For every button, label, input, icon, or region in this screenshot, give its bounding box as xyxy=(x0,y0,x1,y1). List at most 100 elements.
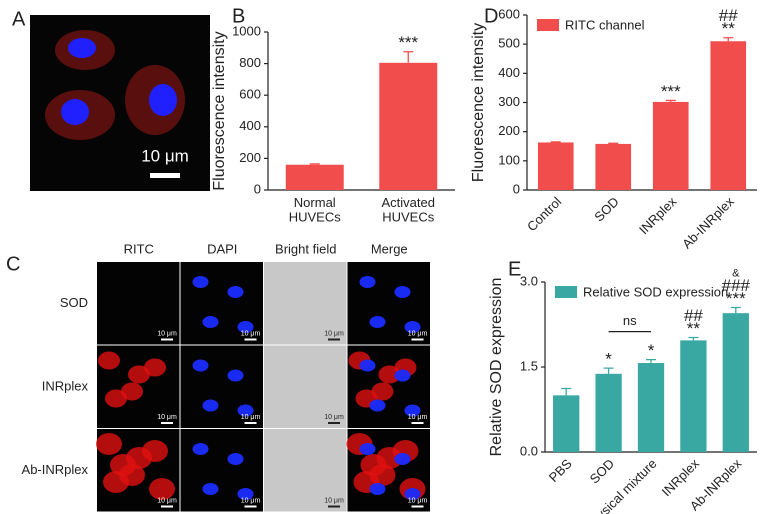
micrograph xyxy=(264,429,347,512)
cell xyxy=(227,453,244,465)
cell xyxy=(359,443,376,455)
column-header: Merge xyxy=(371,241,408,256)
error-bar xyxy=(603,367,614,374)
panel-label: A xyxy=(12,8,26,30)
scale-bar xyxy=(244,338,257,341)
y-tick-label: 400 xyxy=(239,118,261,133)
scale-bar-label: 10 μm xyxy=(408,497,428,504)
error-bar xyxy=(550,141,561,143)
legend-label: RITC channel xyxy=(565,17,645,32)
scale-bar-label: 10 μm xyxy=(157,330,177,337)
scale-bar xyxy=(411,422,424,424)
bar xyxy=(652,101,689,190)
bar xyxy=(710,41,747,190)
y-tick-label: 0 xyxy=(254,181,261,196)
bar xyxy=(680,340,707,452)
cell xyxy=(128,365,150,384)
error-bar xyxy=(403,51,414,63)
x-tick-label: SOD xyxy=(591,194,622,225)
cell xyxy=(237,488,254,500)
y-tick-label: 400 xyxy=(498,65,520,80)
cell xyxy=(149,84,177,116)
scale-bar xyxy=(411,505,424,508)
y-tick-label: 200 xyxy=(498,123,520,138)
cell xyxy=(110,454,136,476)
y-tick-label: 1000 xyxy=(232,23,261,38)
column-header: RITC xyxy=(124,241,154,256)
scale-bar-label: 10 μm xyxy=(324,497,344,504)
panel-label: D xyxy=(484,5,498,27)
panel-label: B xyxy=(232,5,245,27)
scale-bar xyxy=(244,505,257,508)
significance: ## xyxy=(719,6,738,25)
cell xyxy=(192,443,209,455)
significance: *** xyxy=(661,82,681,101)
x-tick-label: Physical mixture xyxy=(582,456,660,514)
scale-bar-label: 10 μm xyxy=(324,330,344,337)
y-tick-label: 100 xyxy=(498,152,520,167)
error-bar xyxy=(309,163,320,165)
y-axis-label: Relative SOD expression xyxy=(488,278,505,457)
cell xyxy=(68,38,96,58)
cell xyxy=(61,99,89,125)
bar xyxy=(553,395,580,452)
significance: * xyxy=(605,350,612,369)
scale-bar xyxy=(328,505,340,508)
significance: ** xyxy=(722,19,736,38)
cell xyxy=(394,369,411,382)
cell xyxy=(359,276,376,288)
significance: *** xyxy=(398,33,418,52)
legend-label: Relative SOD expression xyxy=(583,284,728,299)
scale-bar-label: 10 μm xyxy=(141,146,189,165)
scale-bar xyxy=(161,505,173,508)
scale-bar-label: 10 μm xyxy=(408,330,428,337)
cell xyxy=(149,478,175,500)
error-bar xyxy=(646,358,656,364)
scale-bar xyxy=(328,338,340,341)
x-tick-label: SOD xyxy=(587,456,618,487)
scale-bar xyxy=(328,422,340,424)
cell xyxy=(202,316,219,328)
cell xyxy=(404,404,421,417)
cell xyxy=(404,488,421,500)
micrograph xyxy=(264,262,347,345)
x-tick-label: Normal HUVECs xyxy=(289,195,342,224)
cell xyxy=(404,321,421,333)
scale-bar-label: 10 μm xyxy=(157,497,177,504)
error-bar xyxy=(730,306,741,314)
scale-bar-label: 10 μm xyxy=(241,497,261,504)
cell xyxy=(394,286,411,298)
scale-bar xyxy=(161,422,173,424)
scale-bar xyxy=(244,422,257,424)
x-tick-label: INRplex xyxy=(636,194,680,238)
y-tick-label: 800 xyxy=(239,55,261,70)
error-bar xyxy=(665,99,676,102)
bar xyxy=(379,62,438,191)
column-header: DAPI xyxy=(207,241,237,256)
bar xyxy=(595,373,622,452)
significance: ### xyxy=(722,276,751,295)
cell xyxy=(227,286,244,298)
error-bar xyxy=(608,142,619,144)
bar xyxy=(722,313,749,452)
legend-swatch xyxy=(555,286,577,298)
y-tick-label: 300 xyxy=(498,94,520,109)
row-label: SOD xyxy=(60,295,88,310)
scale-bar xyxy=(411,338,424,341)
column-header: Bright field xyxy=(275,241,336,256)
cell xyxy=(237,404,254,417)
cell xyxy=(98,351,120,370)
y-tick-label: 500 xyxy=(498,36,520,51)
cell xyxy=(237,321,254,333)
micrograph xyxy=(264,345,347,428)
x-tick-label: PBS xyxy=(546,456,575,485)
x-tick-label: Ab-INRplex xyxy=(679,194,737,252)
cell xyxy=(394,453,411,465)
cell xyxy=(105,389,127,408)
cell xyxy=(103,471,129,493)
row-label: Ab-INRplex xyxy=(22,462,89,477)
y-tick-label: 600 xyxy=(239,87,261,102)
cell xyxy=(369,399,386,412)
scale-bar xyxy=(161,338,173,341)
